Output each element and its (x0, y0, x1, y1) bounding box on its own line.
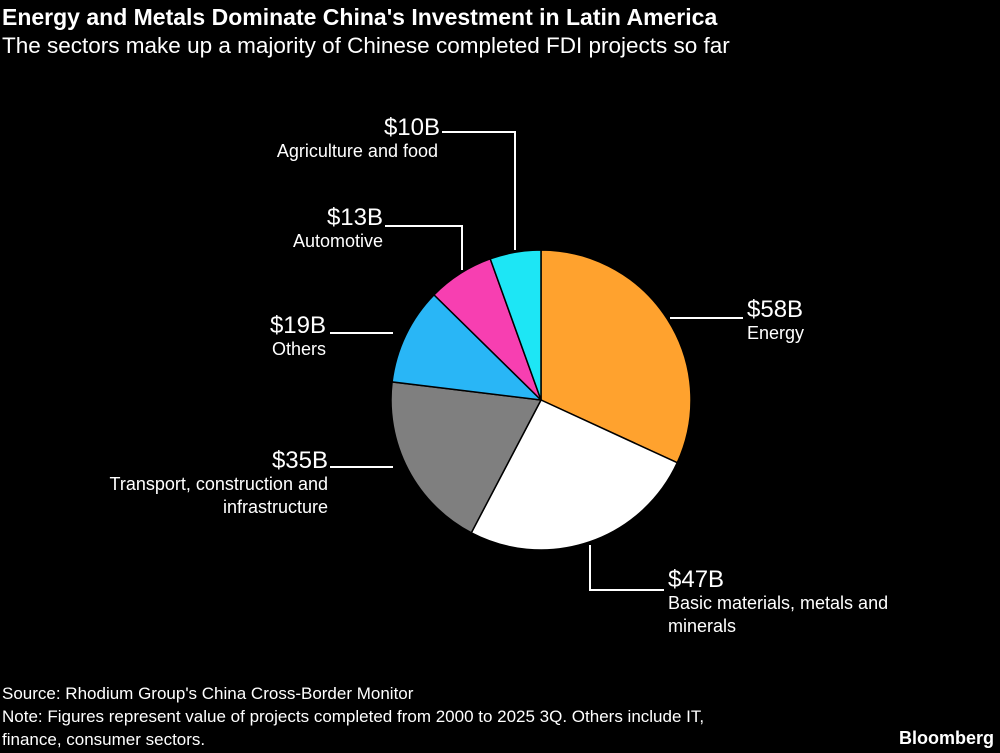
footnote-line-1: Note: Figures represent value of project… (2, 707, 705, 726)
source-note: Source: Rhodium Group's China Cross-Bord… (2, 684, 414, 703)
slice-label-energy: $58B Energy (747, 298, 804, 345)
slice-label-automotive: $13B Automotive (293, 206, 383, 253)
pie-slice-basic-materials-metals-and-minerals (470, 399, 679, 551)
slice-name: Automotive (292, 231, 383, 251)
slice-value: $13B (326, 204, 383, 231)
slice-name: Energy (747, 323, 805, 343)
slice-value: $35B (271, 447, 328, 474)
slice-value: $10B (383, 114, 440, 141)
slice-label-agriculture: $10B Agriculture and food (276, 114, 440, 163)
pie-slice-others (391, 293, 544, 402)
leader-line-basic-materials (589, 545, 664, 591)
slice-value: $47B (668, 566, 725, 593)
chart-subtitle: The sectors make up a majority of Chines… (2, 33, 730, 58)
slice-value: $58B (747, 296, 804, 323)
slice-name: Transport, construction and infrastructu… (109, 474, 328, 517)
leader-line-agriculture (442, 131, 516, 250)
slice-value: $19B (269, 312, 326, 339)
pie-slice-agriculture-and-food (489, 249, 542, 401)
chart-title: Energy and Metals Dominate China's Inves… (2, 4, 718, 30)
footnote-line-2: finance, consumer sectors. (2, 730, 206, 749)
slice-name: Agriculture and food (276, 141, 438, 161)
slice-label-others: $19B Others (270, 314, 326, 361)
leader-line-automotive (385, 225, 463, 270)
bloomberg-logo: Bloomberg (898, 728, 994, 748)
slice-name: Others (271, 339, 326, 359)
slice-label-transport: $35B Transport, construction and infrast… (68, 449, 328, 519)
pie-slice-energy (540, 249, 692, 464)
pie-slice-transport-construction-and-infrastructure (390, 381, 543, 534)
slice-name: Basic materials, metals and minerals (668, 593, 889, 636)
slice-label-basic-materials: $47B Basic materials, metals and mineral… (668, 568, 948, 638)
